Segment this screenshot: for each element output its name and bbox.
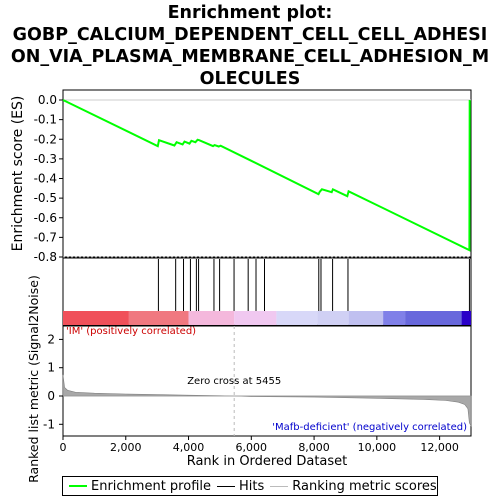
metric-ytick-label: 2 xyxy=(47,332,55,346)
es-ytick-label: -0.8 xyxy=(34,250,57,264)
legend-label: Hits xyxy=(239,478,265,494)
es-ytick-label: -0.2 xyxy=(34,132,57,146)
x-tick-label: 6,000 xyxy=(236,441,268,454)
es-ylabel: Enrichment score (ES) xyxy=(10,96,26,252)
es-ytick-label: -0.3 xyxy=(34,152,57,166)
rank-bar-segment xyxy=(383,311,406,325)
metric-ytick-label: 0 xyxy=(47,389,55,403)
x-tick-label: 4,000 xyxy=(173,441,205,454)
negative-correlation-label: 'Mafb-deficient' (negatively correlated) xyxy=(272,422,467,433)
legend-label: Ranking metric scores xyxy=(292,478,437,494)
title-line: Enrichment plot: xyxy=(167,3,333,23)
x-tick-label: 8,000 xyxy=(298,441,330,454)
title-line: ON_VIA_PLASMA_MEMBRANE_CELL_ADHESION_M xyxy=(10,47,490,67)
chart-title: Enrichment plot: GOBP_CALCIUM_DEPENDENT_… xyxy=(0,2,500,90)
es-ytick-label: -0.5 xyxy=(34,191,57,205)
rank-bar-segment xyxy=(128,311,189,325)
legend-item-es: Enrichment profile xyxy=(69,479,211,494)
metric-ylabel: Ranked list metric (Signal2Noise) xyxy=(26,275,41,483)
legend-swatch-metric xyxy=(270,485,289,487)
rank-bar-segment xyxy=(461,311,471,325)
es-ytick-label: -0.4 xyxy=(34,172,57,186)
x-tick-label: 0 xyxy=(60,441,67,454)
rank-bar-segment xyxy=(348,311,384,325)
legend-item-metric: Ranking metric scores xyxy=(270,478,437,494)
rank-bar-segment xyxy=(234,311,277,325)
legend-swatch-hits xyxy=(217,485,235,487)
zero-cross-label: Zero cross at 5455 xyxy=(187,376,281,387)
metric-ytick-label: 1 xyxy=(47,361,55,375)
legend-item-hits: Hits xyxy=(217,479,264,494)
metric-panel-frame xyxy=(62,325,472,437)
x-tick-label: 2,000 xyxy=(110,441,142,454)
title-line: GOBP_CALCIUM_DEPENDENT_CELL_CELL_ADHESI xyxy=(12,25,488,45)
es-ytick-label: -0.1 xyxy=(34,113,57,127)
es-ytick-label: 0.0 xyxy=(38,93,57,107)
legend-swatch-es xyxy=(69,485,87,487)
x-tick-label: 10,000 xyxy=(358,441,397,454)
legend-label: Enrichment profile xyxy=(91,478,211,494)
rank-bar-segment xyxy=(188,311,235,325)
title-line: OLECULES xyxy=(199,69,301,89)
positive-correlation-label: 'IM' (positively correlated) xyxy=(66,326,196,337)
legend: Enrichment profile Hits Ranking metric s… xyxy=(62,476,438,496)
x-tick-label: 12,000 xyxy=(420,441,459,454)
metric-area xyxy=(62,374,472,427)
x-axis-label: Rank in Ordered Dataset xyxy=(187,454,348,469)
rank-bar-segment xyxy=(317,311,349,325)
es-panel-frame xyxy=(62,89,472,258)
rank-bar-segment xyxy=(276,311,318,325)
metric-ytick-label: -1 xyxy=(43,417,55,431)
es-ytick-label: -0.6 xyxy=(34,211,57,225)
es-ytick-label: -0.7 xyxy=(34,230,57,244)
rank-bar-segment xyxy=(405,311,462,325)
rank-bar-segment xyxy=(63,311,129,325)
es-profile-line xyxy=(62,99,471,252)
